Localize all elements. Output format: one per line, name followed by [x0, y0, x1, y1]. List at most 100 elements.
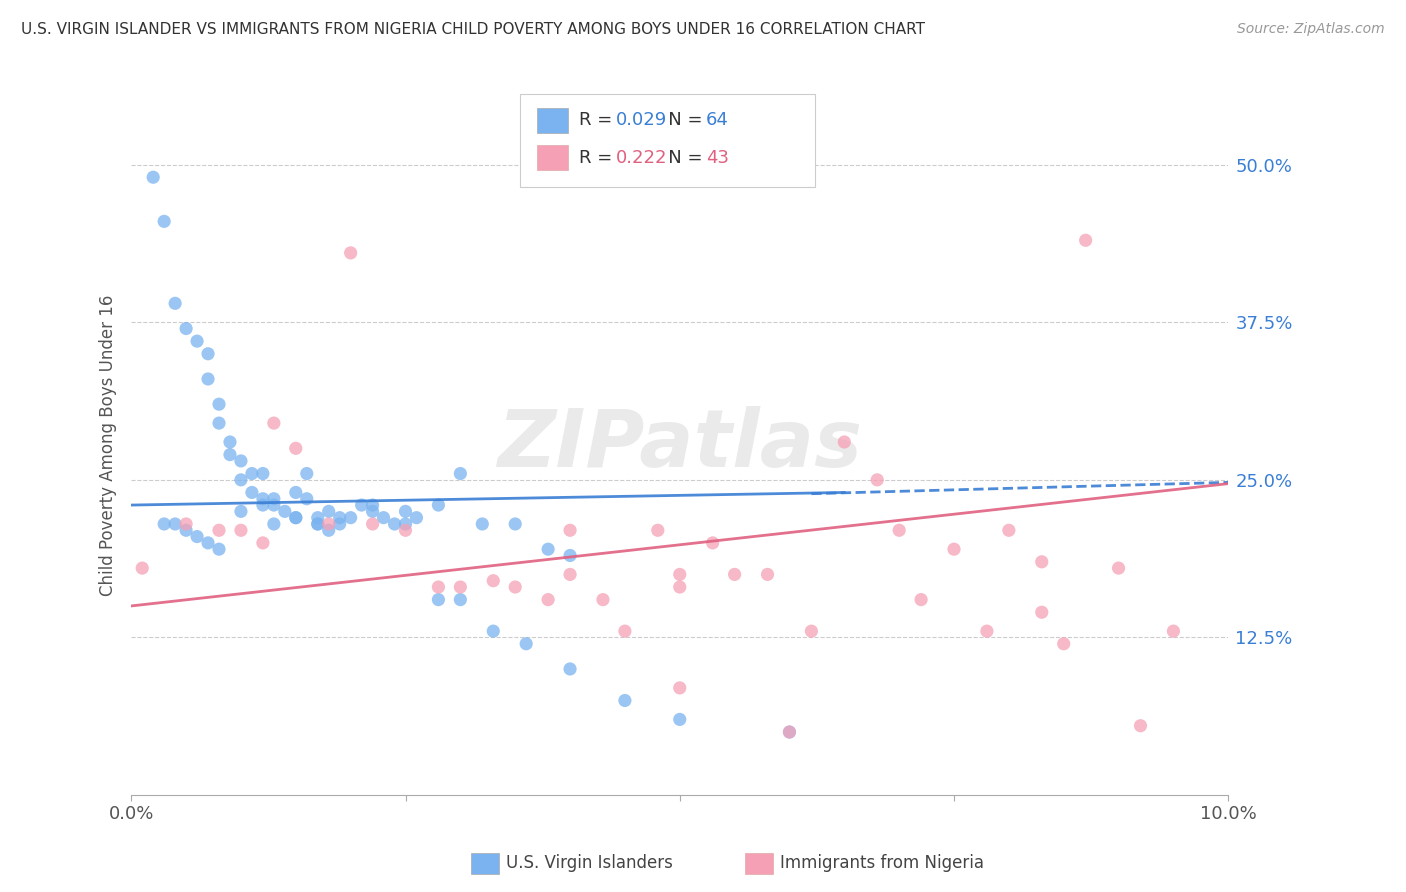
Point: [229, 454, 252, 468]
Point: [471, 516, 494, 531]
Point: [482, 624, 505, 639]
Text: U.S. Virgin Islanders: U.S. Virgin Islanders: [506, 855, 673, 872]
Point: [284, 510, 307, 524]
Point: [668, 713, 690, 727]
Point: [339, 246, 361, 260]
Point: [186, 334, 208, 348]
Point: [350, 498, 373, 512]
Point: [252, 467, 274, 481]
Point: [756, 567, 779, 582]
Point: [307, 516, 329, 531]
Point: [295, 491, 318, 506]
Point: [361, 516, 384, 531]
Point: [284, 442, 307, 456]
Point: [153, 214, 176, 228]
Point: [976, 624, 998, 639]
Point: [613, 693, 636, 707]
Point: [263, 516, 285, 531]
Point: [834, 435, 856, 450]
Text: 43: 43: [706, 149, 728, 167]
Point: [318, 523, 340, 537]
Point: [889, 523, 911, 537]
Point: [240, 485, 263, 500]
Point: [1031, 555, 1053, 569]
Point: [558, 523, 581, 537]
Point: [208, 542, 231, 557]
Point: [186, 530, 208, 544]
Point: [373, 510, 395, 524]
Y-axis label: Child Poverty Among Boys Under 16: Child Poverty Among Boys Under 16: [100, 294, 117, 596]
Text: 0.222: 0.222: [616, 149, 668, 167]
Point: [558, 567, 581, 582]
Point: [405, 510, 427, 524]
Point: [1129, 719, 1152, 733]
Point: [910, 592, 932, 607]
Point: [613, 624, 636, 639]
Point: [449, 467, 471, 481]
Point: [240, 467, 263, 481]
Point: [219, 435, 242, 450]
Point: [1074, 233, 1097, 247]
Point: [537, 542, 560, 557]
Point: [174, 516, 197, 531]
Point: [723, 567, 745, 582]
Point: [208, 416, 231, 430]
Point: [318, 516, 340, 531]
Point: [263, 491, 285, 506]
Point: [998, 523, 1021, 537]
Point: [1031, 605, 1053, 619]
Point: [318, 504, 340, 518]
Point: [668, 567, 690, 582]
Point: [153, 516, 176, 531]
Point: [229, 473, 252, 487]
Point: [503, 516, 526, 531]
Text: U.S. VIRGIN ISLANDER VS IMMIGRANTS FROM NIGERIA CHILD POVERTY AMONG BOYS UNDER 1: U.S. VIRGIN ISLANDER VS IMMIGRANTS FROM …: [21, 22, 925, 37]
Point: [295, 467, 318, 481]
Point: [165, 296, 187, 310]
Text: 0.029: 0.029: [616, 112, 666, 129]
Point: [943, 542, 966, 557]
Point: [800, 624, 823, 639]
Point: [219, 448, 242, 462]
Point: [197, 536, 219, 550]
Point: [1163, 624, 1185, 639]
Point: [394, 504, 416, 518]
Point: [427, 580, 450, 594]
Text: R =: R =: [579, 112, 619, 129]
Point: [449, 580, 471, 594]
Point: [558, 662, 581, 676]
Point: [165, 516, 187, 531]
Point: [668, 681, 690, 695]
Point: [482, 574, 505, 588]
Text: R =: R =: [579, 149, 619, 167]
Point: [307, 510, 329, 524]
Point: [515, 637, 537, 651]
Point: [252, 498, 274, 512]
Point: [558, 549, 581, 563]
Point: [778, 725, 800, 739]
Point: [866, 473, 889, 487]
Point: [339, 510, 361, 524]
Text: 64: 64: [706, 112, 728, 129]
Point: [229, 504, 252, 518]
Point: [142, 170, 165, 185]
Point: [131, 561, 153, 575]
Point: [1108, 561, 1130, 575]
Point: [361, 498, 384, 512]
Point: [208, 523, 231, 537]
Point: [263, 416, 285, 430]
Point: [778, 725, 800, 739]
Point: [427, 592, 450, 607]
Point: [229, 523, 252, 537]
Point: [284, 485, 307, 500]
Point: [384, 516, 406, 531]
Point: [274, 504, 297, 518]
Point: [252, 536, 274, 550]
Point: [329, 516, 352, 531]
Point: [307, 516, 329, 531]
Point: [1053, 637, 1076, 651]
Point: [394, 523, 416, 537]
Text: N =: N =: [651, 112, 709, 129]
Point: [208, 397, 231, 411]
Point: [197, 347, 219, 361]
